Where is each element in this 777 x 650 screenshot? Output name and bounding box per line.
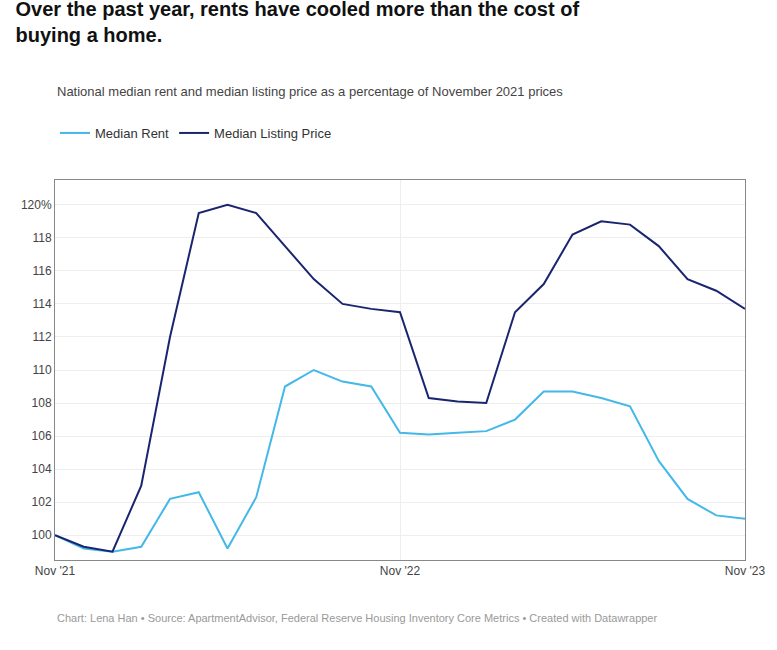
svg-text:116: 116 [32, 264, 51, 278]
svg-text:Median Rent: Median Rent [95, 126, 169, 141]
svg-text:Median Listing Price: Median Listing Price [214, 126, 331, 141]
svg-text:National median rent and media: National median rent and median listing … [57, 84, 563, 99]
svg-text:Over the past year, rents have: Over the past year, rents have cooled mo… [16, 0, 580, 46]
svg-text:108: 108 [32, 396, 52, 410]
svg-text:110: 110 [32, 363, 51, 377]
svg-text:Nov '23: Nov '23 [725, 564, 766, 578]
svg-text:114: 114 [32, 297, 51, 311]
svg-text:Nov '22: Nov '22 [380, 564, 421, 578]
svg-text:Chart: Lena Han • Source: Apar: Chart: Lena Han • Source: ApartmentAdvis… [57, 612, 657, 624]
svg-text:102: 102 [32, 495, 52, 509]
svg-text:118: 118 [32, 231, 51, 245]
svg-text:Nov '21: Nov '21 [35, 564, 76, 578]
svg-text:104: 104 [32, 462, 52, 476]
svg-text:112: 112 [32, 330, 51, 344]
svg-text:106: 106 [32, 429, 52, 443]
svg-text:120%: 120% [21, 198, 52, 212]
svg-text:100: 100 [32, 528, 52, 542]
